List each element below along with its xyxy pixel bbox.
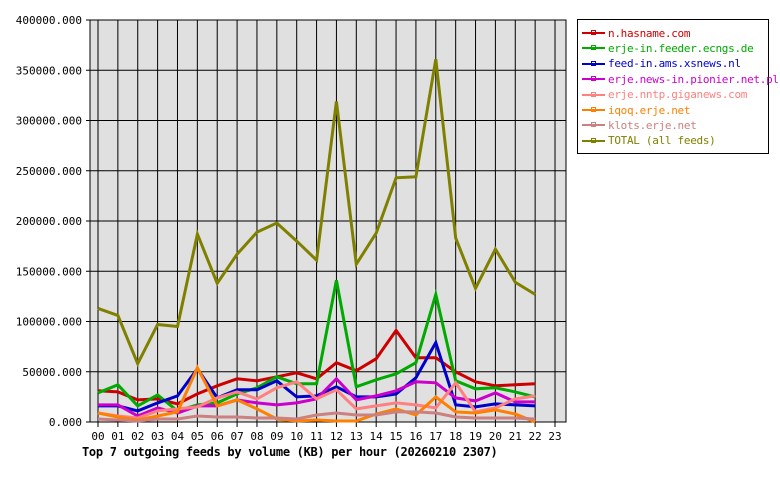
x-tick-label: 16: [409, 430, 422, 443]
x-tick-label: 08: [250, 430, 263, 443]
y-tick-label: 350000.000: [16, 64, 82, 77]
legend-swatch-icon: [582, 107, 605, 112]
x-tick-label: 00: [91, 430, 104, 443]
y-tick-label: 50000.000: [22, 366, 82, 379]
y-axis: 0.000 50000.000 100000.000 150000.000 200000…: [16, 14, 90, 429]
grid-lines: [90, 19, 566, 423]
chart-title: Top 7 outgoing feeds by volume (KB) per …: [82, 445, 498, 459]
x-tick-label: 22: [529, 430, 542, 443]
x-tick-label: 15: [389, 430, 402, 443]
series-line: [97, 380, 536, 420]
legend-label: erje-in.feeder.ecngs.de: [608, 41, 754, 55]
series-line: [97, 364, 536, 424]
y-tick-label: 200000.000: [16, 215, 82, 228]
legend-swatch-icon: [582, 137, 605, 143]
x-tick-label: 18: [449, 430, 462, 443]
x-tick-label: 04: [171, 430, 185, 443]
series-line: [98, 338, 536, 413]
y-tick-label: 100000.000: [16, 316, 82, 329]
series-line: [97, 410, 536, 423]
x-axis: 00 01 02 03 04 05 06 07 08 09 10 11 12 13 14 15 16 17 18 19…: [91, 422, 562, 443]
legend-item: n.hasname.com: [582, 26, 691, 40]
legend-swatch-icon: [582, 122, 605, 128]
x-tick-label: 13: [350, 430, 363, 443]
y-tick-label: 400000.000: [16, 14, 82, 27]
y-tick-label: 0.000: [49, 416, 82, 429]
x-tick-label: 19: [469, 430, 482, 443]
legend-label: feed-in.ams.xsnews.nl: [608, 57, 741, 71]
series-lines: [97, 58, 536, 424]
x-tick-label: 06: [211, 430, 224, 443]
legend-label: erje.news-in.pionier.net.pl: [608, 72, 779, 86]
legend-swatch-icon: [582, 45, 605, 51]
x-tick-label: 01: [111, 430, 124, 443]
legend-label: n.hasname.com: [608, 26, 691, 40]
legend-item: klots.erje.net: [582, 118, 697, 132]
legend-swatch-icon: [582, 30, 605, 35]
x-tick-label: 05: [191, 430, 204, 443]
x-tick-label: 21: [509, 430, 522, 443]
legend-label: erje.nntp.giganews.com: [608, 88, 748, 102]
x-tick-label: 02: [131, 430, 144, 443]
x-tick-label: 07: [230, 430, 243, 443]
legend-item: erje-in.feeder.ecngs.de: [582, 41, 754, 55]
legend-label: klots.erje.net: [608, 118, 697, 132]
legend-label: iqoq.erje.net: [608, 103, 691, 117]
x-tick-label: 03: [151, 430, 164, 443]
y-tick-label: 250000.000: [16, 165, 82, 178]
x-tick-label: 20: [489, 430, 502, 443]
x-tick-label: 09: [270, 430, 283, 443]
legend-item: TOTAL (all feeds): [582, 134, 716, 148]
legend-swatch-icon: [582, 76, 605, 82]
y-tick-label: 300000.000: [16, 115, 82, 128]
x-tick-label: 10: [290, 430, 303, 443]
x-tick-label: 17: [429, 430, 442, 443]
legend-item: iqoq.erje.net: [582, 103, 691, 117]
legend-swatch-icon: [582, 60, 605, 66]
x-tick-label: 14: [370, 430, 384, 443]
series-line: [97, 280, 536, 413]
legend-item: erje.nntp.giganews.com: [582, 88, 747, 102]
legend-swatch-icon: [582, 91, 605, 97]
legend-item: erje.news-in.pionier.net.pl: [582, 72, 779, 86]
legend-label: TOTAL (all feeds): [608, 134, 716, 148]
y-tick-label: 150000.000: [16, 265, 82, 278]
x-tick-label: 11: [310, 430, 323, 443]
series-line: [97, 58, 536, 368]
x-tick-label: 23: [548, 430, 561, 443]
legend: n.hasname.com erje-in.feeder.ecngs.de feed…: [577, 19, 779, 154]
x-tick-label: 12: [330, 430, 343, 443]
legend-item: feed-in.ams.xsnews.nl: [582, 57, 741, 71]
